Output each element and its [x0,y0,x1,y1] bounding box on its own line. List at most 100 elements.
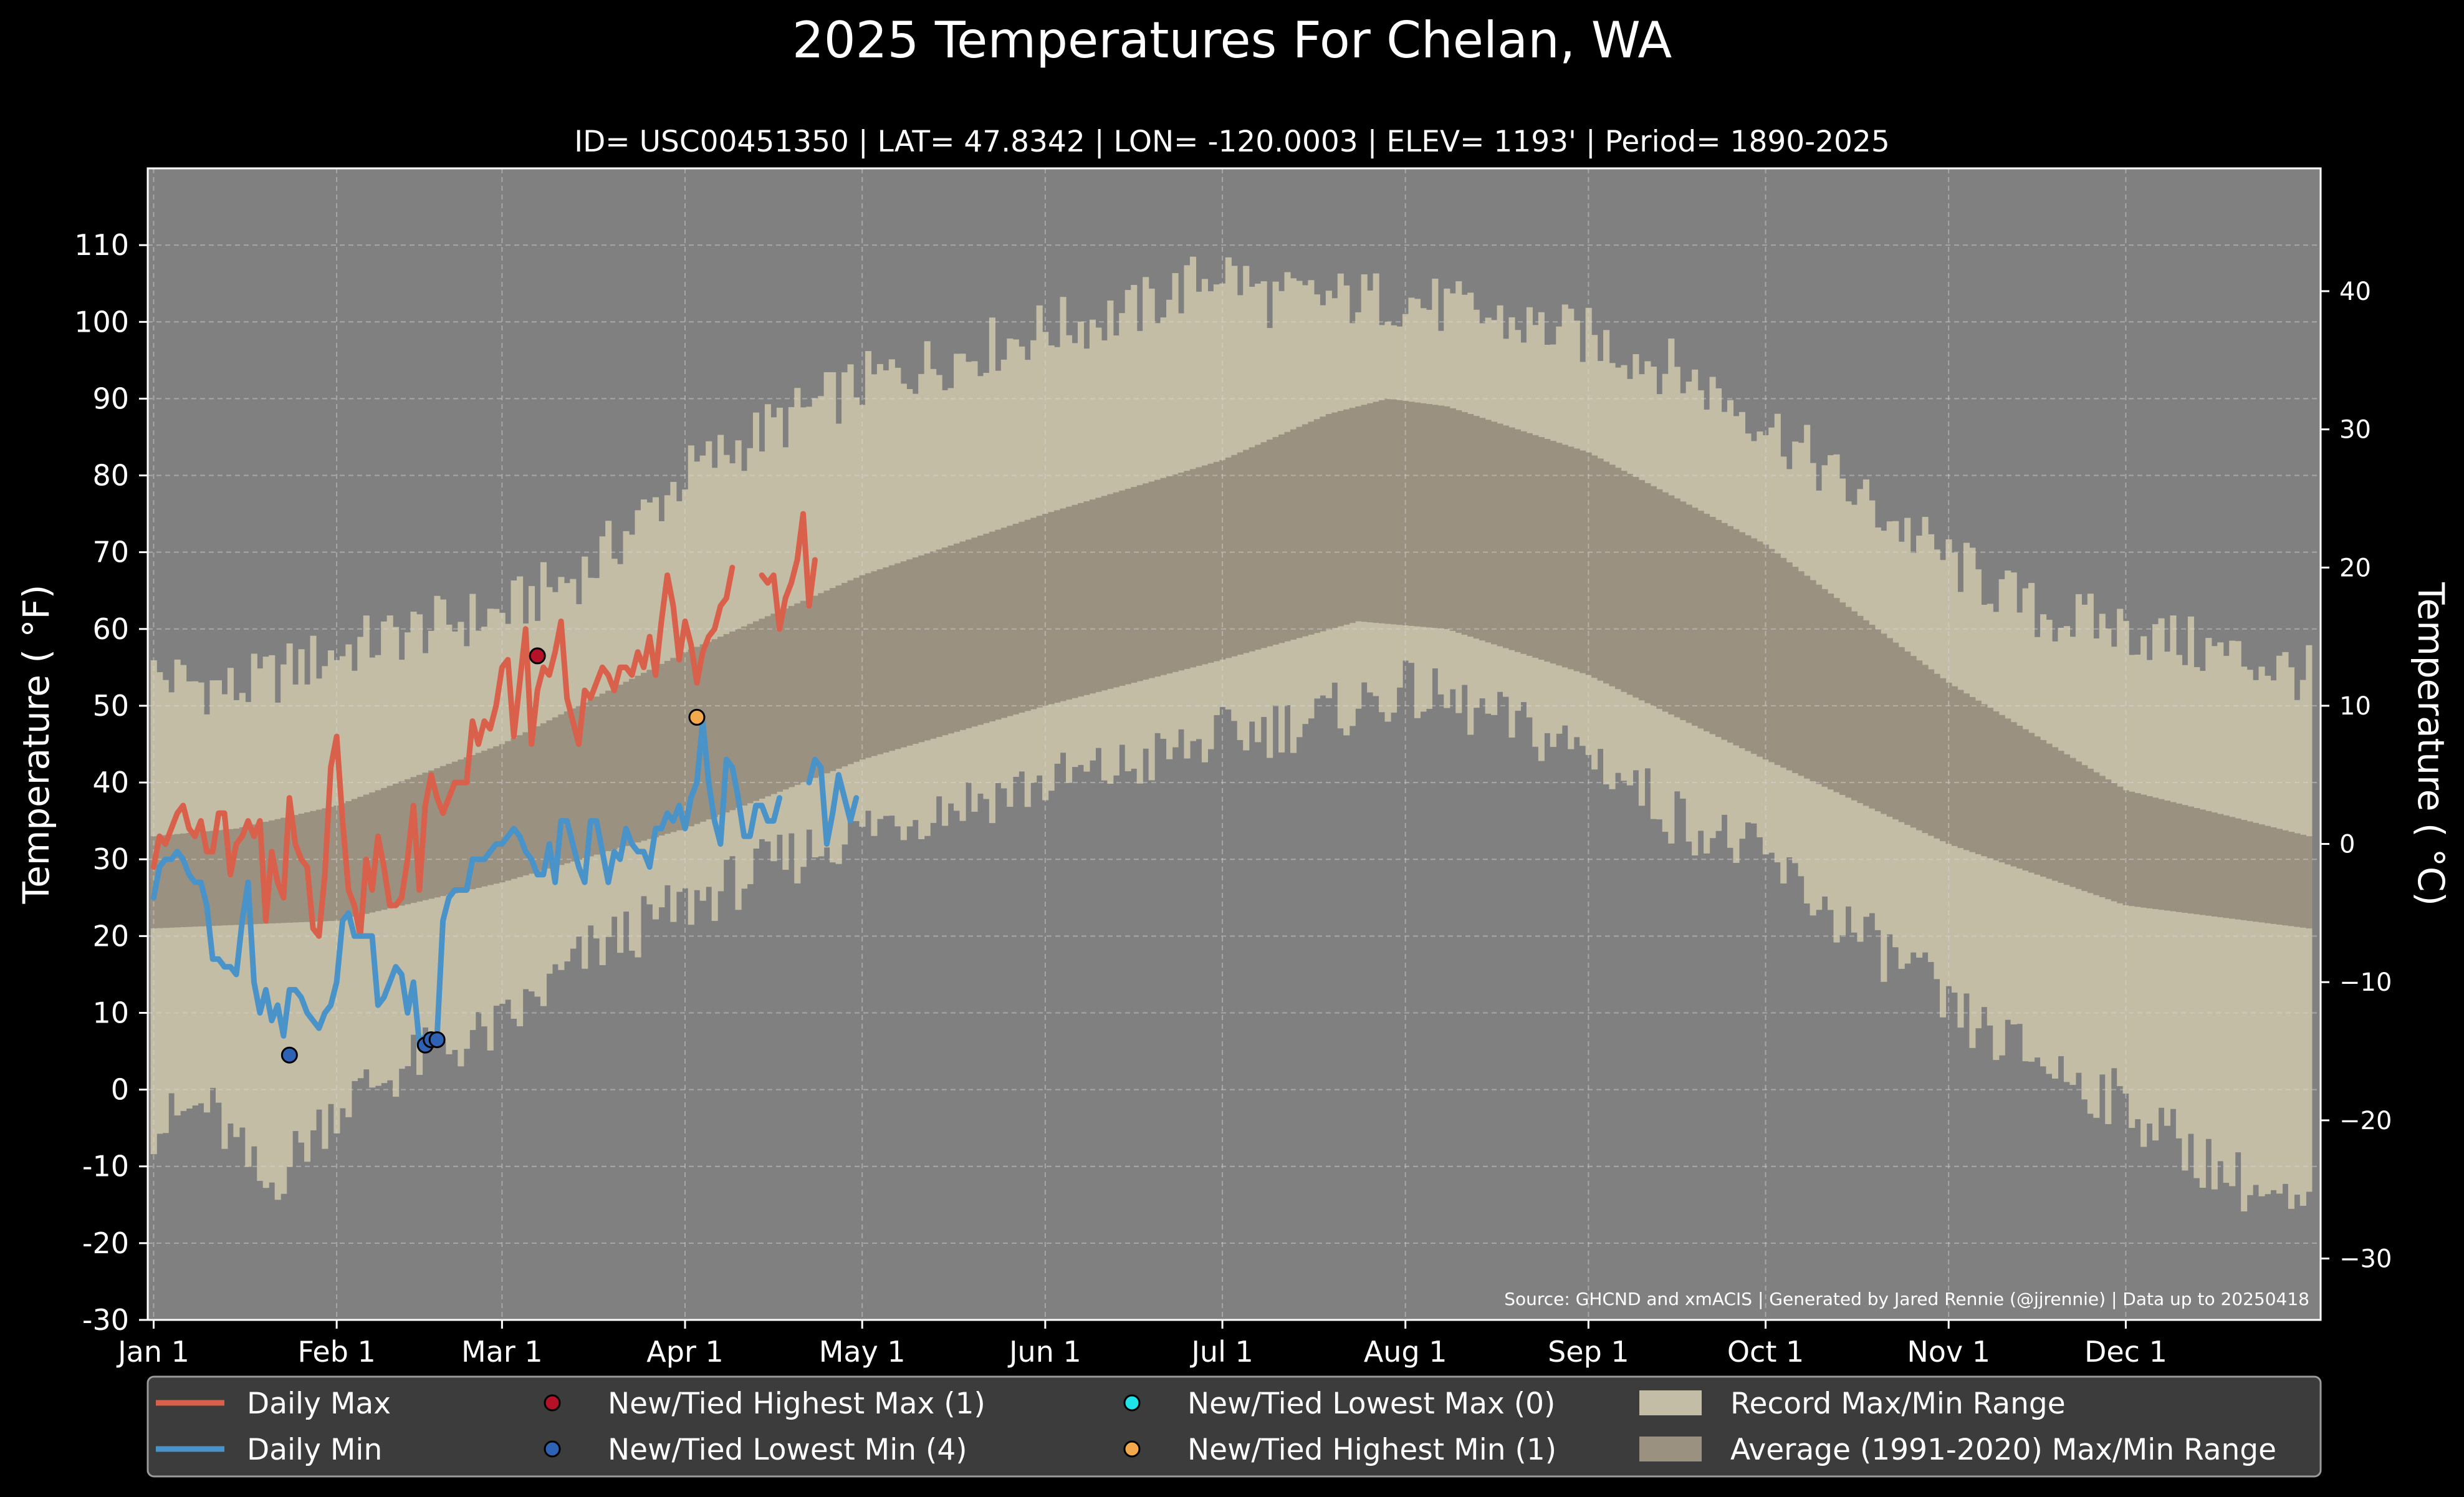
average-range-bar [1874,629,1881,812]
y2-tick-label: 20 [2339,554,2371,582]
y2-tick-label: 0 [2339,830,2355,859]
average-range-bar [511,738,517,879]
average-range-bar [439,766,446,897]
average-range-bar [1580,450,1586,673]
average-range-bar [1237,452,1244,655]
x-tick-label: Dec 1 [2084,1335,2167,1369]
average-range-bar [2187,806,2194,914]
average-range-bar [156,835,163,928]
average-range-bar [540,723,547,870]
average-range-bar [605,690,612,852]
average-range-bar [2146,796,2153,908]
average-range-bar [711,639,718,817]
average-range-bar [215,830,223,926]
average-range-bar [2223,815,2230,918]
average-range-bar [865,573,872,758]
average-range-bar [1662,492,1669,712]
average-range-bar [989,531,995,721]
average-range-bar [1810,580,1816,782]
source-note: Source: GHCND and xmACIS | Generated by … [1504,1289,2309,1309]
average-range-bar [759,619,765,799]
average-range-bar [995,529,1002,720]
average-range-bar [1384,398,1391,624]
average-range-bar [1738,532,1745,749]
average-range-bar [1308,421,1315,635]
average-range-bar [386,786,393,908]
record-marker [428,1031,446,1049]
record-range-bar [2294,700,2301,1195]
average-range-bar [599,693,606,853]
legend-label: Record Max/Min Range [1730,1387,2066,1421]
average-range-bar [2075,761,2082,889]
average-range-bar [2158,799,2165,910]
average-range-bar [469,755,476,890]
average-range-bar [2253,822,2260,922]
average-range-bar [233,828,240,925]
record-range-bar [2241,667,2248,1212]
average-range-bar [2282,830,2289,926]
average-range-bar [1975,700,1982,854]
legend-label: Daily Min [247,1433,382,1467]
average-range-bar [1774,553,1781,765]
average-range-bar [1538,436,1545,660]
x-tick-label: Oct 1 [1727,1335,1804,1369]
average-range-bar [463,757,470,891]
average-range-bar [1650,486,1657,706]
average-range-bar [906,559,913,746]
average-range-bar [1768,549,1775,763]
average-range-bar [298,814,305,923]
average-range-bar [1632,476,1639,698]
plot-group [148,168,2321,1320]
average-range-bar [1272,436,1279,645]
average-range-bar [1981,704,1988,857]
average-range-bar [1750,538,1757,754]
record-range-bar [2258,667,2265,1196]
average-range-bar [558,714,565,865]
average-range-bar [1325,414,1332,630]
y-tick-label: 80 [92,459,129,493]
average-range-bar [1000,527,1007,718]
average-range-bar [977,536,984,725]
average-range-bar [1544,439,1551,662]
y-tick-label: -10 [82,1150,129,1183]
average-range-bar [1585,452,1592,675]
average-range-bar [1231,455,1238,657]
average-range-bar [2069,758,2076,887]
record-range-bar [2288,667,2294,1209]
average-range-bar [871,571,878,756]
record-range-bar [2193,667,2200,1178]
average-range-bar [1449,408,1456,631]
average-range-bar [1119,490,1126,686]
average-range-bar [818,593,825,776]
average-range-bar [1709,517,1716,734]
y-tick-label: 110 [74,228,129,262]
average-range-bar [174,834,181,928]
average-range-bar [2028,733,2035,873]
y-tick-label: 0 [111,1073,129,1107]
average-range-bar [2175,803,2182,912]
average-range-bar [1532,435,1539,658]
average-range-bar [1550,441,1556,664]
average-range-bar [1692,508,1699,726]
average-range-bar [1668,495,1675,715]
average-range-bar [357,796,364,915]
legend-marker-swatch [1123,1440,1141,1458]
legend-box [146,1375,2322,1478]
average-range-bar [1154,479,1161,677]
average-range-bar [1337,411,1344,627]
average-range-bar [168,834,175,928]
legend-label: New/Tied Highest Min (1) [1187,1433,1556,1467]
average-range-bar [1331,412,1338,628]
average-range-bar [1066,506,1073,700]
y-tick-label: 70 [92,536,129,569]
average-range-bar [1869,625,1876,809]
average-range-bar [481,751,488,887]
average-range-bar [1024,519,1031,711]
average-range-bar [393,783,400,907]
average-range-bar [186,832,193,927]
average-range-bar [363,794,370,914]
average-range-bar [1614,468,1622,690]
average-range-bar [1426,404,1432,628]
legend-label: Daily Max [247,1387,391,1421]
average-range-bar [1839,602,1846,795]
